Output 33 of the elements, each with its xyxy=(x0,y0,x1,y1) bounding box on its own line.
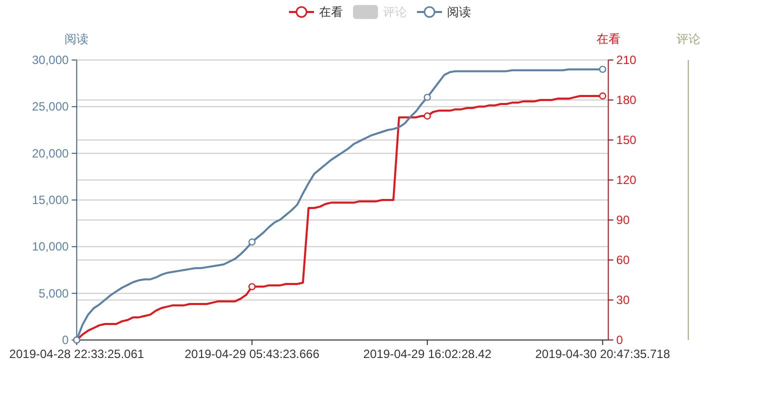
y-tick-label: 25,000 xyxy=(32,100,70,114)
y3-axis-title: 评论 xyxy=(676,32,700,46)
point xyxy=(599,66,606,73)
y-tick-label: 0 xyxy=(62,333,70,347)
y2-tick-label: 30 xyxy=(616,293,630,307)
y-tick-label: 15,000 xyxy=(32,193,70,207)
x-tick-label: 2019-04-30 20:47:35.718 xyxy=(535,347,670,361)
point xyxy=(248,238,256,246)
y-tick-label: 10,000 xyxy=(32,240,70,254)
point xyxy=(599,92,606,100)
y2-tick-label: 90 xyxy=(616,213,630,227)
y2-tick-label: 150 xyxy=(616,133,637,147)
y2-axis-title: 在看 xyxy=(596,32,620,46)
x-tick-label: 2019-04-29 05:43:23.666 xyxy=(184,347,320,361)
y2-tick-label: 120 xyxy=(616,173,637,187)
axis-y2: 在看 0 30 60 90 120 150 180 210 xyxy=(596,32,636,347)
x-tick-label: 2019-04-29 16:02:28.42 xyxy=(363,347,492,361)
legend-label: 在看 xyxy=(319,5,343,19)
y2-tick-label: 60 xyxy=(616,253,630,267)
point xyxy=(424,94,431,101)
axis-y3: 评论 xyxy=(676,32,700,340)
y-tick-label: 30,000 xyxy=(32,53,70,67)
y2-tick-label: 0 xyxy=(616,333,624,347)
axis-y: 阅读 0 5,000 10,000 15,000 20,000 25,000 30,000 xyxy=(32,32,89,347)
legend-label: 阅读 xyxy=(447,5,471,19)
y-tick-label: 5,000 xyxy=(38,286,70,300)
y-tick-label: 20,000 xyxy=(32,146,70,160)
x-tick-label: 2019-04-28 22:33:25.061 xyxy=(9,347,144,361)
y2-tick-label: 180 xyxy=(616,93,637,107)
point xyxy=(424,112,431,120)
point xyxy=(248,283,256,290)
y-axis-title: 阅读 xyxy=(64,32,89,46)
y2-tick-label: 210 xyxy=(616,53,637,67)
